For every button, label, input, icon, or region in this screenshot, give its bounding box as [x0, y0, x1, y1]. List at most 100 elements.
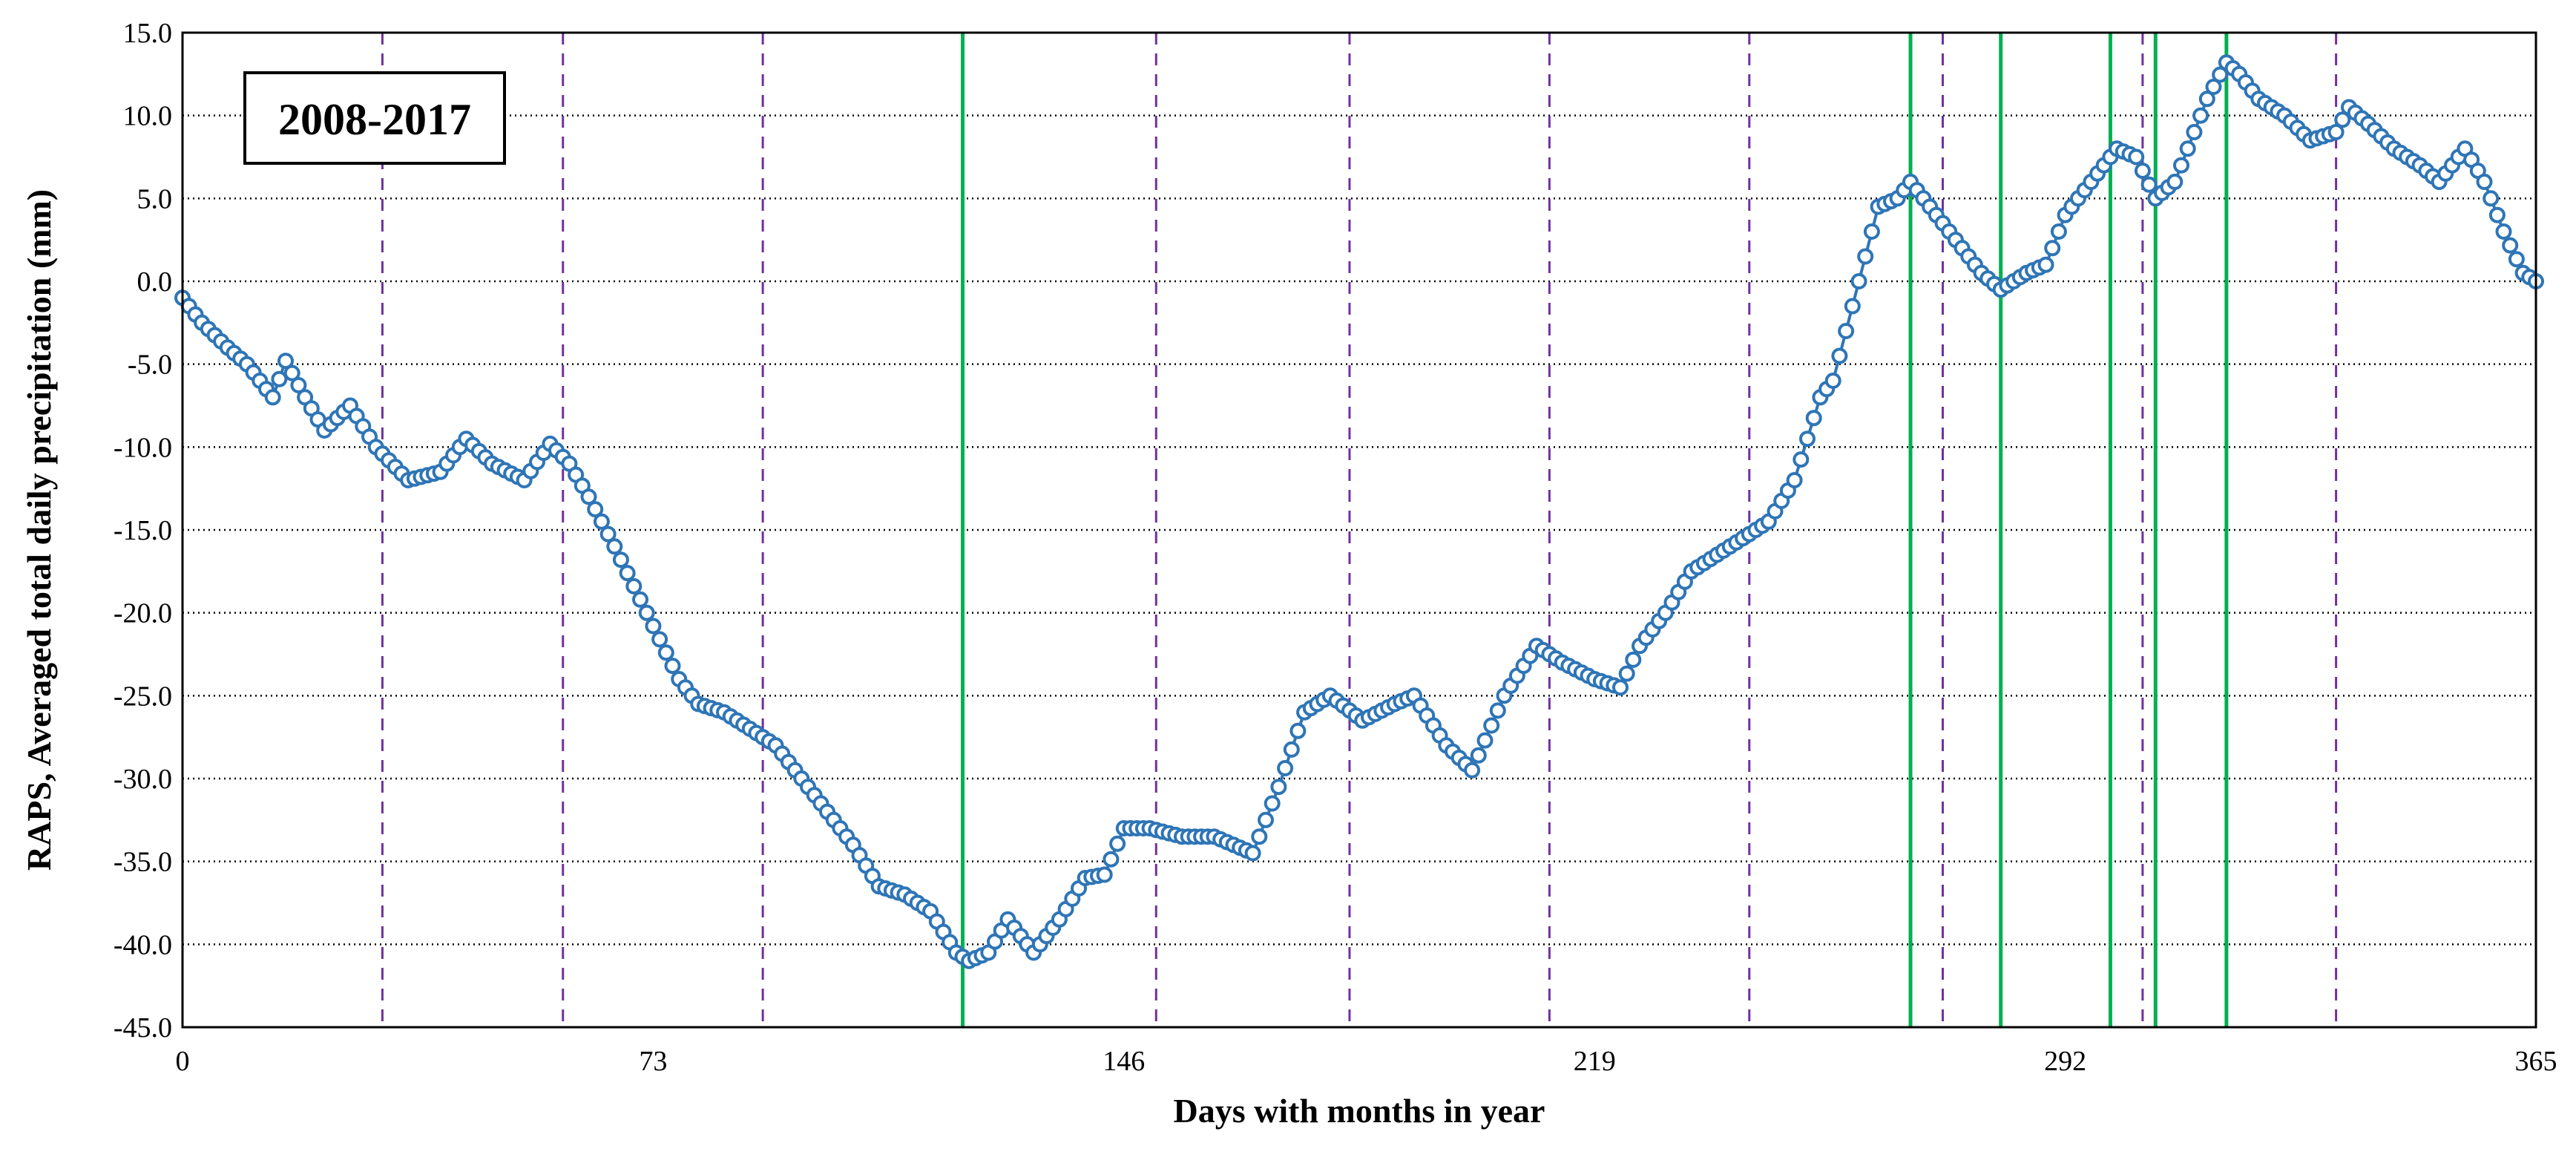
y-tick-labels: 15.0 10.0 5.0 0.0 -5.0 -10.0 -15.0 -20.0 -25.0 -3… — [114, 18, 172, 1044]
gridlines — [183, 114, 2536, 946]
data-point — [1470, 747, 1487, 764]
x-tick-label: 73 — [639, 1046, 667, 1077]
data-point — [664, 658, 681, 675]
data-point — [2192, 107, 2209, 124]
data-point — [1258, 811, 1274, 828]
data-point — [2198, 91, 2215, 108]
data-point — [2334, 111, 2351, 128]
data-point — [264, 389, 281, 406]
data-point — [2186, 124, 2203, 140]
data-point — [645, 618, 662, 635]
data-point — [1464, 761, 1481, 779]
data-point — [2502, 237, 2519, 254]
x-tick-label: 365 — [2515, 1046, 2557, 1077]
data-point — [2205, 79, 2222, 95]
data-point — [2483, 190, 2500, 207]
data-point — [2327, 124, 2345, 140]
data-point — [1489, 702, 1506, 719]
series-line — [181, 61, 2537, 963]
data-point — [651, 631, 668, 648]
series-layer — [174, 54, 2544, 969]
data-point — [1283, 741, 1300, 758]
data-point — [1476, 732, 1494, 749]
data-point — [2050, 223, 2067, 240]
data-point — [1618, 665, 1635, 682]
data-point — [1857, 248, 1874, 265]
period-label-box — [243, 71, 506, 165]
data-point — [1844, 298, 1861, 315]
period-label: 2008-2017 — [278, 95, 471, 144]
data-point — [2044, 240, 2061, 257]
data-point — [1786, 472, 1803, 488]
y-tick-label: -35.0 — [114, 847, 172, 878]
y-tick-label: -45.0 — [114, 1012, 172, 1044]
data-point — [612, 551, 629, 569]
data-point — [2179, 140, 2196, 157]
x-tick-label: 292 — [2044, 1046, 2086, 1077]
data-point — [1483, 717, 1500, 734]
y-tick-label: 0.0 — [137, 266, 173, 298]
x-axis-title: Days with months in year — [1174, 1092, 1545, 1130]
data-point — [2173, 157, 2189, 174]
y-tick-label: -25.0 — [114, 681, 172, 712]
y-tick-label: -40.0 — [114, 929, 172, 960]
data-point — [1805, 410, 1822, 427]
data-point — [2212, 66, 2229, 83]
data-point — [1244, 845, 1261, 862]
data-point — [1289, 722, 1307, 739]
data-point — [2166, 174, 2184, 190]
data-point — [2134, 163, 2151, 180]
data-point — [1251, 828, 1268, 845]
data-point — [1612, 679, 1629, 696]
y-tick-label: 15.0 — [123, 18, 173, 49]
data-point — [599, 525, 617, 543]
data-point — [2140, 176, 2158, 193]
data-point — [2508, 251, 2525, 268]
data-point — [2128, 148, 2145, 166]
x-tick-label: 146 — [1103, 1046, 1145, 1077]
data-point — [1109, 835, 1126, 852]
data-point — [271, 370, 288, 387]
y-tick-label: -15.0 — [114, 515, 172, 546]
data-point — [606, 538, 623, 555]
y-tick-label: -20.0 — [114, 598, 172, 629]
data-point — [290, 377, 307, 393]
x-tick-label: 0 — [176, 1046, 190, 1077]
y-axis-title: RAPS, Averaged total daily precipitation… — [20, 189, 58, 871]
data-point — [2488, 206, 2506, 223]
data-point — [277, 353, 294, 370]
data-point — [657, 644, 674, 661]
data-point — [1850, 273, 1867, 289]
x-tick-label: 219 — [1574, 1046, 1616, 1077]
data-point — [619, 565, 636, 582]
data-point — [1270, 779, 1287, 796]
data-point — [1799, 430, 1816, 448]
x-tick-labels: 0 73 146 219 292 365 — [176, 1046, 2557, 1077]
data-point — [2495, 223, 2512, 240]
plot-area-border — [181, 31, 2537, 1029]
data-point — [632, 591, 648, 608]
data-point — [587, 501, 604, 518]
data-point — [1824, 373, 1841, 389]
data-point — [580, 488, 597, 505]
data-point — [1264, 795, 1281, 812]
data-point — [593, 513, 610, 530]
y-tick-label: -10.0 — [114, 432, 172, 463]
data-point — [1103, 851, 1120, 868]
data-point — [1625, 651, 1642, 668]
data-point — [1838, 323, 1855, 339]
data-point — [1831, 347, 1848, 364]
data-point — [1096, 866, 1113, 883]
y-tick-label: -30.0 — [114, 764, 172, 795]
data-point — [2037, 256, 2054, 273]
y-tick-label: 10.0 — [123, 101, 173, 132]
data-point — [2476, 174, 2493, 190]
data-point — [1863, 223, 1880, 240]
y-tick-label: -5.0 — [128, 350, 172, 381]
data-point — [1277, 760, 1294, 776]
y-tick-label: 5.0 — [137, 183, 173, 214]
data-point — [1793, 451, 1810, 468]
data-point — [283, 364, 300, 381]
data-point — [625, 577, 643, 595]
